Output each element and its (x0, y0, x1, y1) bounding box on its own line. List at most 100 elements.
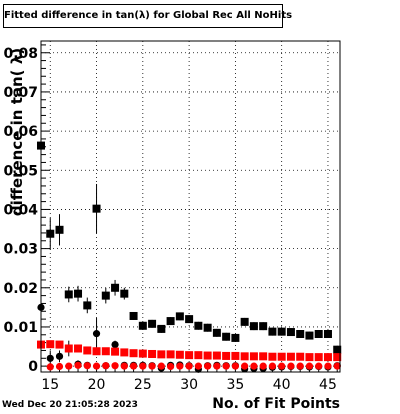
x-axis-title: No. of Fit Points (212, 396, 340, 412)
data-point-circle (250, 362, 258, 370)
data-point-circle (120, 362, 128, 370)
data-point-circle (92, 362, 101, 370)
data-point-square (268, 352, 277, 361)
data-point-square (323, 353, 332, 362)
data-point-square (212, 351, 221, 360)
data-point-square (314, 353, 323, 362)
y-tick-label: 0.01 (3, 320, 38, 336)
data-point-square (259, 352, 268, 361)
data-point-square (185, 351, 194, 360)
data-point-square (259, 322, 268, 331)
footer-date: Wed Dec 20 21:05:28 2023 (2, 400, 138, 410)
data-point-circle (287, 362, 295, 370)
data-point-circle (74, 361, 82, 369)
data-point-square (74, 344, 83, 353)
chart-title-box: Fitted difference in tan(λ) for Global R… (3, 4, 292, 28)
data-point-circle (268, 362, 277, 370)
data-point-circle (55, 362, 64, 371)
data-point-square (120, 289, 129, 298)
data-point-square (175, 312, 184, 321)
data-point-square (46, 340, 55, 349)
data-point-square (222, 332, 231, 341)
plot-frame (40, 40, 341, 373)
data-point-square (194, 351, 203, 360)
data-point-circle (92, 330, 101, 338)
data-point-circle (157, 362, 165, 370)
data-point-square (323, 330, 332, 339)
data-point-square (305, 353, 314, 362)
data-point-square (277, 327, 286, 336)
data-point-circle (129, 362, 138, 370)
data-point-square (203, 323, 212, 332)
data-point-square (166, 317, 175, 326)
data-point-circle (296, 362, 304, 370)
y-tick-label: 0.08 (3, 46, 38, 62)
data-point-square (305, 331, 314, 340)
data-point-square (166, 350, 175, 359)
data-point-square (111, 283, 120, 292)
y-tick-label: 0.02 (3, 281, 38, 297)
data-point-square (333, 353, 342, 362)
data-markers (37, 141, 342, 373)
data-point-square (277, 352, 286, 361)
y-tick-label: 0 (28, 359, 38, 375)
data-point-square (138, 349, 147, 358)
data-point-circle (102, 362, 110, 370)
data-point-square (129, 349, 138, 358)
data-point-square (231, 333, 240, 342)
x-tick-label: 40 (273, 377, 291, 393)
tick-labels: 15 20 25 30 35 40 45 0 0.01 0.02 0.03 0.04 0.05 0.06 0… (3, 46, 336, 393)
data-point-square (120, 348, 129, 357)
data-point-circle (241, 362, 249, 370)
y-tick-label: 0.05 (3, 163, 38, 179)
data-point-square (83, 346, 92, 355)
data-point-square (83, 301, 92, 310)
data-point-square (185, 315, 194, 324)
data-point-square (74, 289, 83, 298)
y-tick-label: 0.03 (3, 242, 38, 258)
data-point-circle (111, 340, 119, 349)
x-tick-label: 45 (319, 377, 337, 393)
data-point-square (92, 347, 101, 356)
data-point-square (138, 321, 147, 330)
data-point-circle (315, 362, 323, 370)
data-point-square (194, 321, 203, 330)
data-point-square (212, 328, 221, 337)
data-point-square (55, 340, 64, 349)
data-point-circle (176, 362, 184, 370)
data-point-square (203, 351, 212, 360)
data-point-square (314, 330, 323, 339)
data-point-square (286, 328, 295, 337)
x-tick-label: 20 (88, 377, 106, 393)
data-point-square (222, 351, 231, 360)
y-tick-label: 0.06 (3, 124, 38, 140)
x-tick-label: 35 (226, 377, 244, 393)
data-point-square (231, 351, 240, 360)
data-point-square (296, 352, 305, 361)
data-point-square (111, 347, 120, 356)
data-point-square (286, 352, 295, 361)
data-point-circle (46, 354, 54, 362)
data-point-circle (259, 362, 267, 370)
data-point-square (101, 347, 110, 356)
data-point-square (249, 352, 258, 361)
x-tick-label: 25 (134, 377, 152, 393)
data-point-square (64, 344, 73, 353)
data-point-circle (148, 362, 156, 370)
x-tick-label: 30 (180, 377, 198, 393)
data-point-circle (185, 362, 193, 370)
data-point-square (157, 350, 166, 359)
y-tick-label: 0.07 (3, 85, 38, 101)
data-point-circle (333, 362, 341, 370)
data-point-square (157, 324, 166, 333)
data-point-circle (305, 362, 314, 370)
y-axis-title: difference in tan( λ) (8, 47, 26, 217)
data-point-circle (83, 362, 91, 370)
data-point-circle (111, 362, 119, 370)
data-point-square (64, 290, 73, 299)
data-point-circle (46, 363, 54, 371)
data-point-square (129, 311, 138, 320)
data-point-circle (231, 362, 239, 370)
data-point-square (55, 225, 64, 234)
